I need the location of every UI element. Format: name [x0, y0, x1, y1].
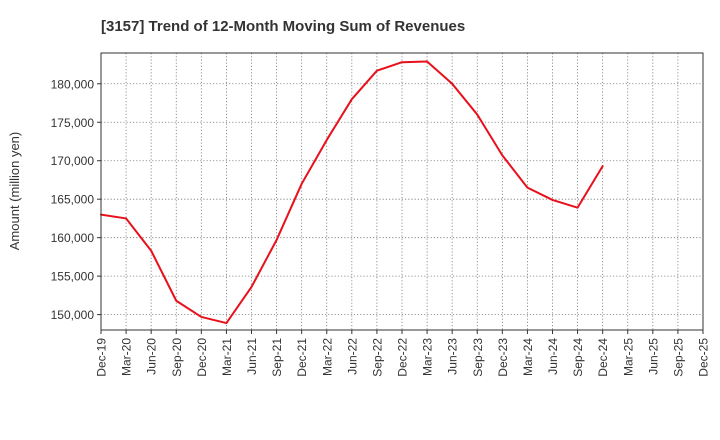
y-tick-label: 155,000	[51, 270, 95, 284]
x-tick-label: Jun-23	[446, 338, 460, 375]
x-tick-label: Sep-20	[170, 338, 184, 377]
series-layer	[100, 60, 604, 325]
y-tick-label: 165,000	[51, 193, 95, 207]
x-tick-label: Mar-22	[320, 338, 334, 376]
x-tick-label: Sep-24	[571, 338, 585, 377]
x-tick-label: Jun-21	[245, 338, 259, 375]
x-tick-label: Dec-22	[396, 338, 410, 377]
x-tick-label: Dec-23	[496, 338, 510, 377]
x-tick-label: Mar-20	[120, 338, 134, 376]
grid-lines	[101, 53, 703, 330]
y-tick-label: 170,000	[51, 154, 95, 168]
x-tick-label: Jun-20	[145, 338, 159, 375]
x-tick-label: Mar-21	[220, 338, 234, 376]
x-tick-label: Mar-24	[521, 338, 535, 376]
y-axis-label: Amount (million yen)	[7, 132, 22, 251]
axis-ticks: 150,000 155,000 160,000 165,000 170,000 175,0…	[51, 77, 711, 376]
y-tick-label: 150,000	[51, 308, 95, 322]
x-tick-label: Sep-21	[270, 338, 284, 377]
x-tick-label: Dec-25	[697, 338, 711, 377]
plot-area-frame	[100, 52, 704, 331]
x-tick-label: Dec-24	[596, 338, 610, 377]
y-tick-label: 180,000	[51, 77, 95, 91]
revenue-series-line	[100, 60, 604, 325]
x-tick-label: Mar-23	[421, 338, 435, 376]
x-tick-label: Sep-23	[471, 338, 485, 377]
x-tick-label: Dec-20	[195, 338, 209, 377]
x-tick-label: Sep-25	[671, 338, 685, 377]
x-tick-label: Dec-19	[95, 338, 109, 377]
x-tick-label: Jun-24	[546, 338, 560, 375]
x-tick-label: Jun-22	[345, 338, 359, 375]
x-tick-label: Dec-21	[295, 338, 309, 377]
x-tick-label: Sep-22	[370, 338, 384, 377]
y-tick-label: 160,000	[51, 231, 95, 245]
x-tick-label: Jun-25	[646, 338, 660, 375]
chart-title: [3157] Trend of 12-Month Moving Sum of R…	[101, 18, 465, 35]
y-tick-label: 175,000	[51, 116, 95, 130]
x-tick-label: Mar-25	[621, 338, 635, 376]
